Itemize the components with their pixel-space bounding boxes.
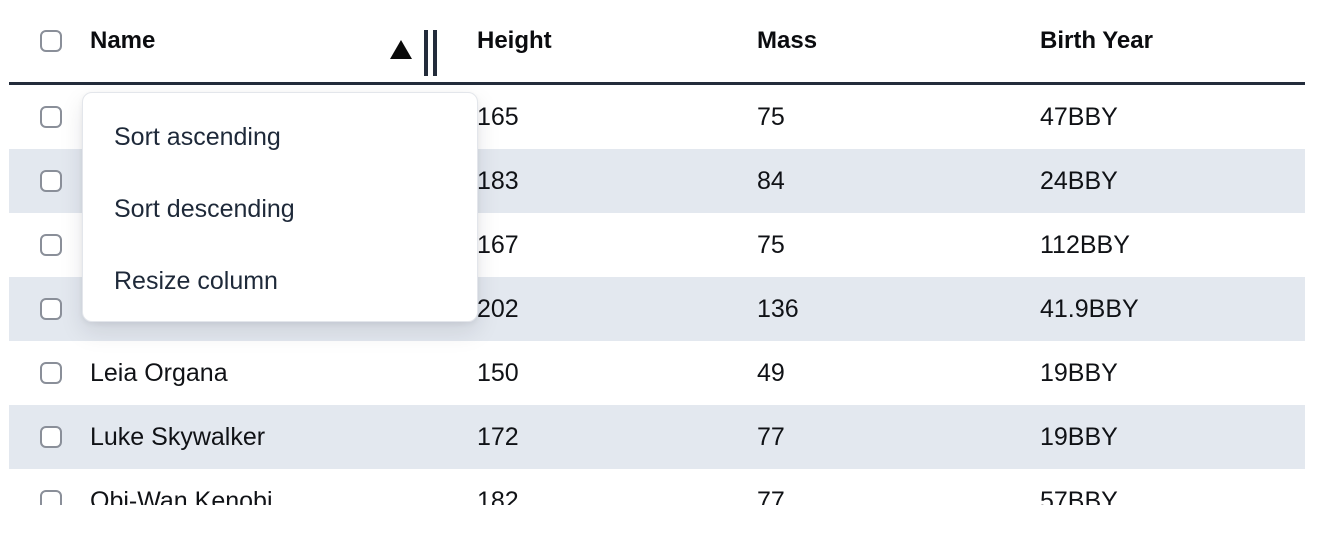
column-header-height[interactable]: Height: [469, 0, 749, 82]
row-select-cell: [9, 277, 82, 341]
sort-ascending-icon: [390, 40, 412, 59]
cell-mass: 77: [757, 422, 785, 451]
column-header-birth-year-label: Birth Year: [1040, 27, 1153, 54]
cell-birth-year: 47BBY: [1040, 102, 1118, 131]
cell-birth-year: 57BBY: [1040, 486, 1118, 506]
cell-birth-year: 19BBY: [1040, 422, 1118, 451]
row-checkbox[interactable]: [40, 426, 62, 448]
cell-mass: 84: [757, 166, 785, 195]
row-select-cell: [9, 469, 82, 505]
cell-name: Obi-Wan Kenobi: [90, 486, 273, 506]
cell-height: 183: [477, 166, 519, 195]
cell-mass: 77: [757, 486, 785, 506]
row-select-cell: [9, 341, 82, 405]
cell-height: 167: [477, 230, 519, 259]
cell-birth-year: 112BBY: [1040, 230, 1130, 259]
table-row[interactable]: 167 75 112BBY: [9, 213, 1305, 277]
cell-mass: 136: [757, 294, 799, 323]
column-header-name[interactable]: Name: [82, 0, 469, 82]
row-checkbox[interactable]: [40, 234, 62, 256]
table-row[interactable]: 165 75 47BBY: [9, 85, 1305, 149]
row-checkbox[interactable]: [40, 106, 62, 128]
menu-item-sort-descending[interactable]: Sort descending: [114, 194, 295, 223]
row-checkbox[interactable]: [40, 362, 62, 384]
cell-birth-year: 41.9BBY: [1040, 294, 1139, 323]
cell-birth-year: 24BBY: [1040, 166, 1118, 195]
column-header-name-label: Name: [90, 27, 156, 54]
cell-name: Luke Skywalker: [90, 422, 266, 451]
cell-height: 150: [477, 358, 519, 387]
cell-mass: 75: [757, 230, 785, 259]
column-header-height-label: Height: [477, 27, 552, 54]
row-select-cell: [9, 405, 82, 469]
column-header-mass-label: Mass: [757, 27, 818, 54]
table-row[interactable]: Leia Organa 150 49 19BBY: [9, 341, 1305, 405]
table-row[interactable]: Obi-Wan Kenobi 182 77 57BBY: [9, 469, 1305, 505]
resize-bar-icon: [433, 30, 437, 76]
row-checkbox[interactable]: [40, 490, 62, 505]
resize-bar-icon: [424, 30, 428, 76]
row-checkbox[interactable]: [40, 170, 62, 192]
menu-item-resize-column[interactable]: Resize column: [114, 266, 278, 295]
cell-height: 165: [477, 102, 519, 131]
cell-birth-year: 19BBY: [1040, 358, 1118, 387]
header-select-all-cell: [9, 0, 82, 82]
menu-item-sort-ascending[interactable]: Sort ascending: [114, 122, 281, 151]
row-select-cell: [9, 213, 82, 277]
row-checkbox[interactable]: [40, 298, 62, 320]
column-header-mass[interactable]: Mass: [749, 0, 1032, 82]
cell-height: 172: [477, 422, 519, 451]
table-row[interactable]: Luke Skywalker 172 77 19BBY: [9, 405, 1305, 469]
row-select-cell: [9, 85, 82, 149]
select-all-checkbox[interactable]: [40, 30, 62, 52]
cell-height: 182: [477, 486, 519, 506]
column-context-menu: Sort ascending Sort descending Resize co…: [82, 92, 478, 322]
cell-mass: 75: [757, 102, 785, 131]
cell-name: Leia Organa: [90, 358, 228, 387]
cell-height: 202: [477, 294, 519, 323]
column-resize-handle[interactable]: [424, 30, 437, 76]
cell-mass: 49: [757, 358, 785, 387]
column-header-birth-year[interactable]: Birth Year: [1032, 0, 1305, 82]
row-select-cell: [9, 149, 82, 213]
table-header-row: Name Height Mass Birth Year: [9, 0, 1305, 85]
